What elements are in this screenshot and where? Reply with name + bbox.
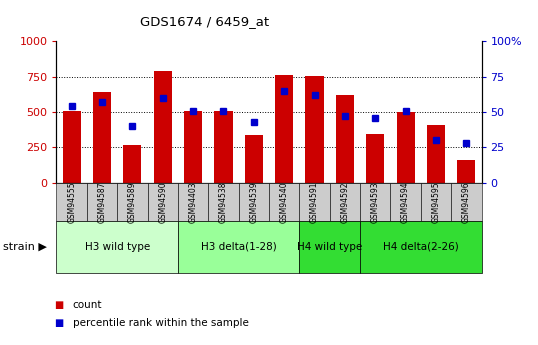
Bar: [93, 92, 111, 183]
Text: H3 delta(1-28): H3 delta(1-28): [201, 242, 277, 252]
Text: GSM94555: GSM94555: [67, 181, 76, 223]
Text: H4 wild type: H4 wild type: [297, 242, 362, 252]
Text: GSM94403: GSM94403: [189, 181, 197, 223]
Bar: [275, 75, 293, 183]
Text: H3 wild type: H3 wild type: [84, 242, 150, 252]
Bar: [123, 145, 141, 183]
Text: percentile rank within the sample: percentile rank within the sample: [73, 318, 249, 327]
Bar: [397, 112, 415, 183]
Bar: [336, 95, 354, 183]
Text: H4 delta(2-26): H4 delta(2-26): [383, 242, 459, 252]
Text: count: count: [73, 300, 102, 310]
Text: GSM94595: GSM94595: [431, 181, 441, 223]
Text: strain ▶: strain ▶: [3, 242, 47, 252]
Text: GSM94591: GSM94591: [310, 181, 319, 223]
Text: GSM94538: GSM94538: [219, 181, 228, 223]
Bar: [154, 71, 172, 183]
Bar: [184, 111, 202, 183]
Text: GSM94594: GSM94594: [401, 181, 410, 223]
Text: ■: ■: [54, 300, 63, 310]
Bar: [62, 111, 81, 183]
Text: GSM94540: GSM94540: [280, 181, 289, 223]
Bar: [366, 134, 384, 183]
Text: GDS1674 / 6459_at: GDS1674 / 6459_at: [140, 14, 269, 28]
Bar: [245, 135, 263, 183]
Text: GSM94590: GSM94590: [158, 181, 167, 223]
Text: GSM94589: GSM94589: [128, 181, 137, 223]
Bar: [306, 76, 324, 183]
Bar: [214, 111, 232, 183]
Text: GSM94592: GSM94592: [341, 181, 349, 223]
Bar: [457, 160, 476, 183]
Text: ■: ■: [54, 318, 63, 327]
Text: GSM94596: GSM94596: [462, 181, 471, 223]
Text: GSM94587: GSM94587: [97, 181, 107, 223]
Text: GSM94593: GSM94593: [371, 181, 380, 223]
Bar: [427, 125, 445, 183]
Text: GSM94539: GSM94539: [249, 181, 258, 223]
